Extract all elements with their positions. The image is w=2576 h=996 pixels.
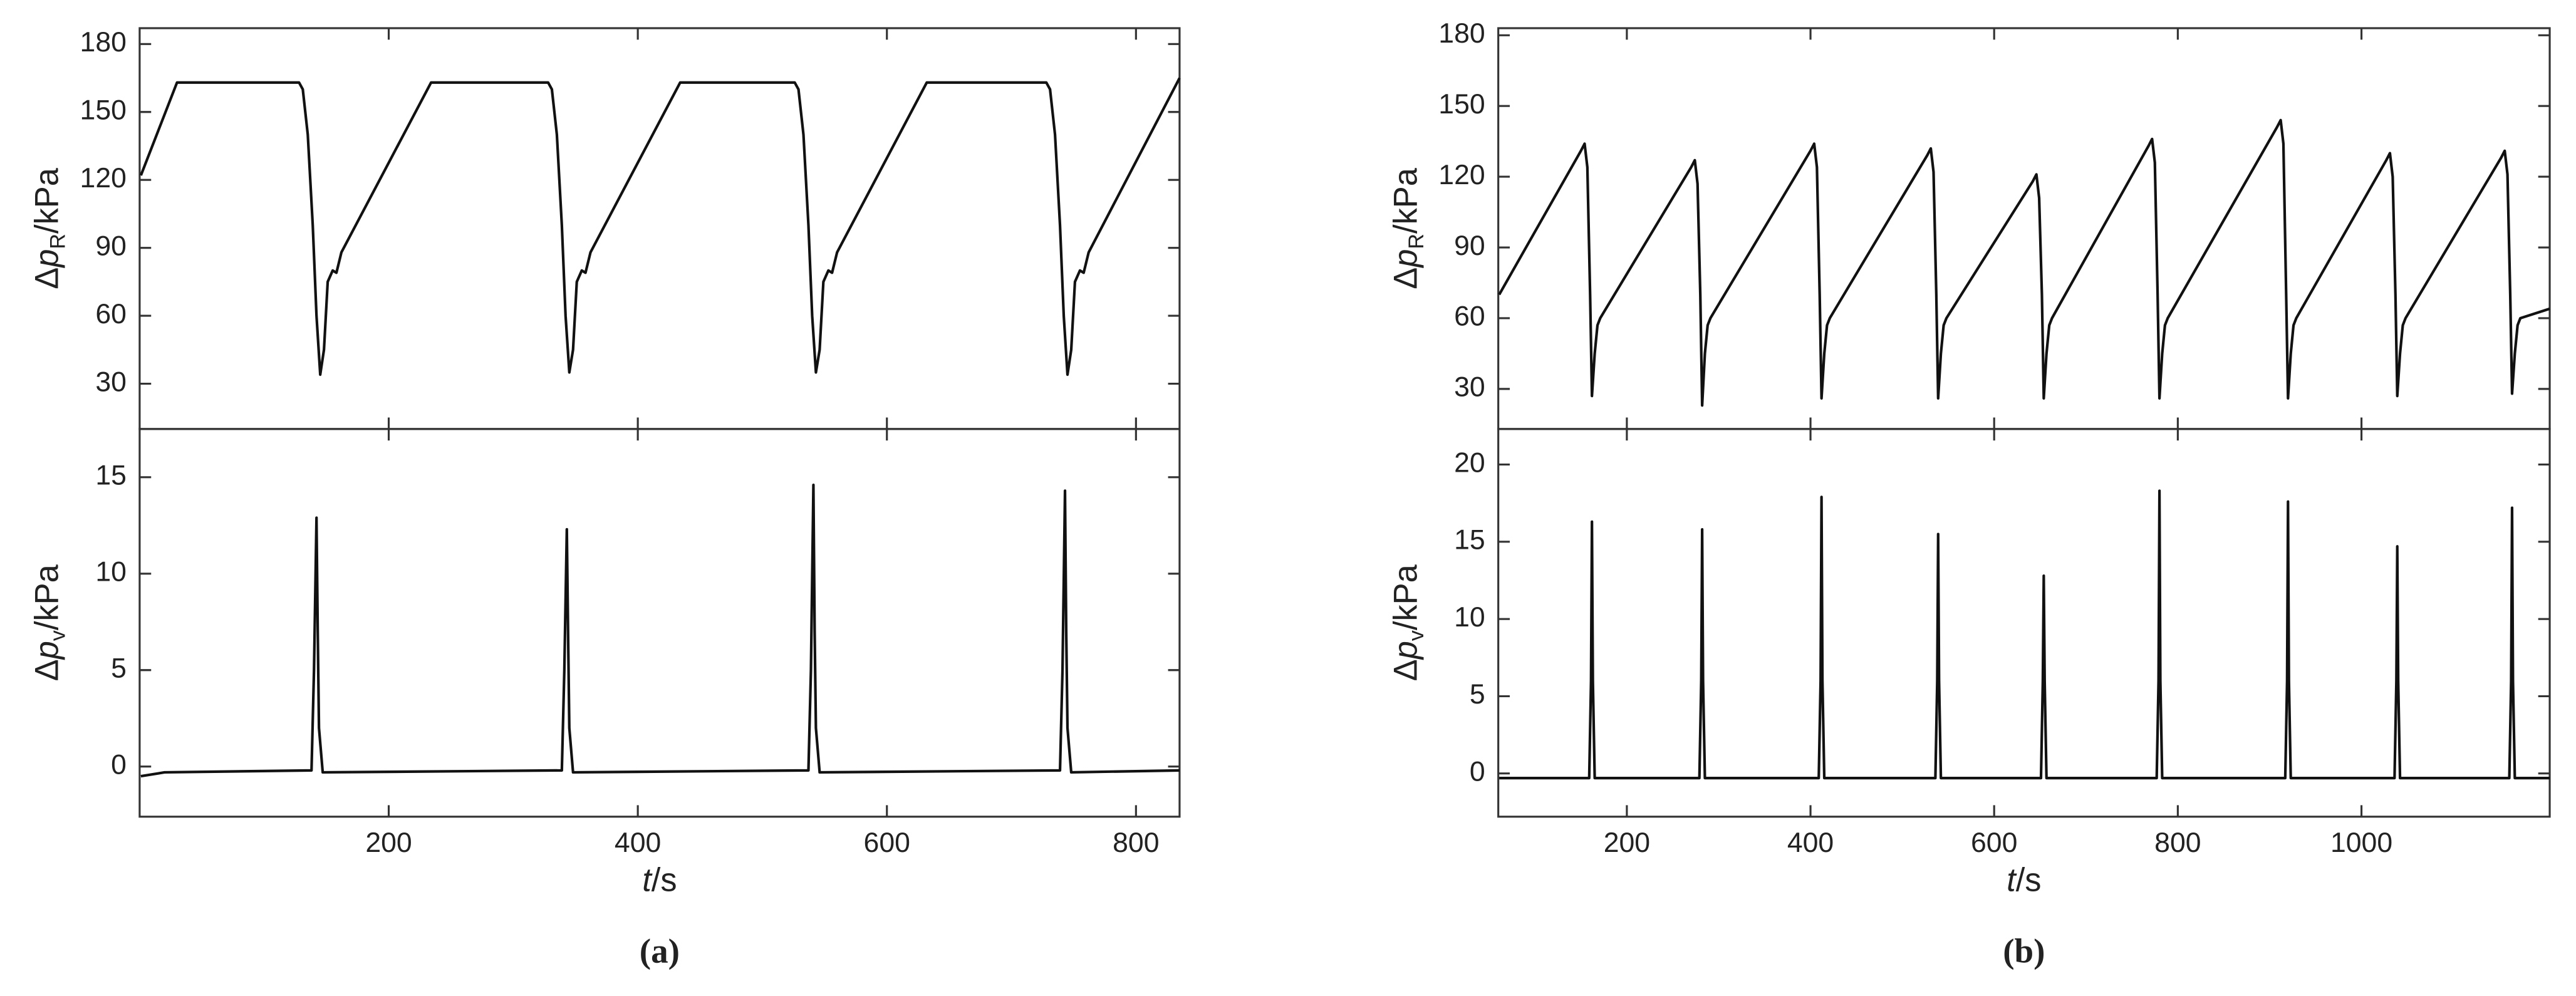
data-line: [1498, 118, 2550, 407]
y-tick-label: 5: [111, 653, 127, 684]
x-tick-label: 400: [1787, 827, 1834, 858]
y-tick-label: 30: [95, 366, 127, 397]
y-tick-label: 15: [95, 460, 127, 491]
y-axis-label-part: Δ: [1388, 659, 1424, 681]
y-tick-label: 180: [80, 27, 127, 58]
y-tick-label: 30: [1454, 372, 1485, 403]
y-tick-label: 120: [1438, 160, 1485, 190]
y-axis-label-part: /kPa: [1388, 167, 1424, 234]
panel-label: (a): [640, 932, 680, 970]
x-tick-label: 1000: [2330, 827, 2392, 858]
y-axis-label-part: p: [29, 249, 66, 269]
x-tick-label: 200: [365, 827, 412, 858]
y-axis-label-part: v: [1405, 630, 1428, 641]
y-axis-label-part: /kPa: [29, 167, 66, 234]
y-axis-label-part: /kPa: [29, 564, 66, 630]
x-axis-label-part: t: [2007, 863, 2017, 899]
y-tick-label: 60: [1454, 301, 1485, 332]
y-tick-label: 0: [111, 749, 127, 780]
y-tick-label: 5: [1470, 679, 1485, 710]
x-tick-label: 800: [1113, 827, 1159, 858]
x-tick-label: 800: [2154, 827, 2201, 858]
x-axis-label: t/s: [642, 863, 677, 899]
x-axis-label-part: /s: [652, 863, 677, 899]
x-tick-label: 600: [864, 827, 910, 858]
y-axis-label-part: p: [1388, 249, 1424, 269]
y-tick-label: 180: [1438, 18, 1485, 49]
y-tick-label: 0: [1470, 756, 1485, 787]
y-axis-label: ΔpR/kPa: [1388, 167, 1428, 289]
y-axis-label-part: p: [1388, 641, 1424, 660]
y-tick-label: 60: [95, 299, 127, 329]
y-axis-label: Δpv/kPa: [1388, 564, 1428, 681]
y-axis-label-part: Δ: [29, 267, 66, 289]
y-axis-label-part: /kPa: [1388, 564, 1424, 630]
x-axis-label: t/s: [2007, 863, 2041, 899]
y-tick-label: 150: [80, 95, 127, 126]
y-tick-label: 90: [1454, 231, 1485, 261]
y-tick-label: 120: [80, 163, 127, 194]
y-tick-label: 10: [1454, 602, 1485, 633]
y-axis-label-part: Δ: [1388, 267, 1424, 289]
y-tick-label: 90: [95, 231, 127, 261]
panel-label: (b): [2003, 932, 2045, 970]
y-tick-label: 150: [1438, 89, 1485, 120]
y-axis-label-part: v: [46, 630, 70, 641]
data-line: [139, 77, 1181, 376]
y-tick-label: 10: [95, 557, 127, 588]
y-axis-label-part: p: [29, 641, 66, 660]
y-axis-label-part: R: [1405, 234, 1428, 249]
x-axis-label-part: t: [642, 863, 653, 899]
plot-frame: [138, 27, 1181, 430]
y-axis-label-part: Δ: [29, 659, 66, 681]
y-axis-label-part: R: [46, 234, 70, 249]
data-line: [140, 484, 1180, 778]
x-axis-label-part: /s: [2016, 863, 2042, 899]
plot-frame: [1497, 27, 2551, 430]
y-axis-label: Δpv/kPa: [29, 564, 70, 681]
x-tick-label: 600: [1971, 827, 2017, 858]
plot-frame: [1497, 428, 2551, 818]
y-axis-label: ΔpR/kPa: [29, 167, 70, 289]
plot-frame: [138, 428, 1181, 818]
y-tick-label: 15: [1454, 525, 1485, 556]
x-tick-label: 400: [615, 827, 661, 858]
x-tick-label: 200: [1604, 827, 1650, 858]
data-line: [1499, 489, 2550, 780]
y-tick-label: 20: [1454, 447, 1485, 478]
